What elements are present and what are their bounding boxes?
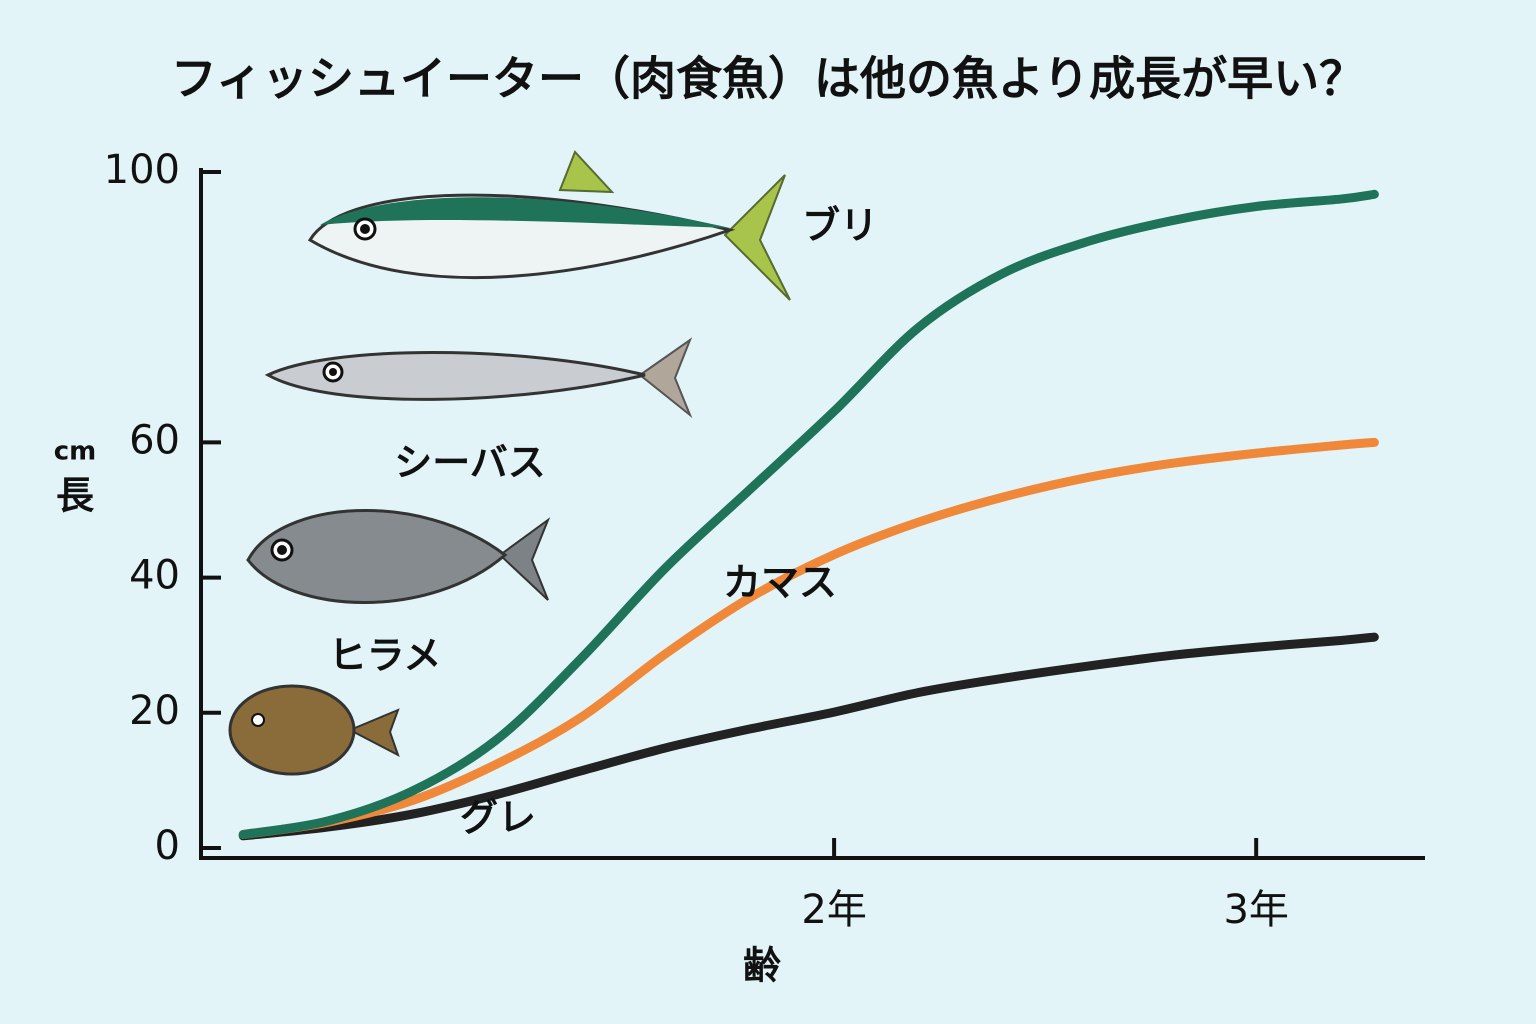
x-tick-label: 2年 (801, 887, 866, 933)
y-tick-label: 40 (129, 553, 180, 599)
series-label: ブリ (802, 204, 878, 248)
fish-grouper (246, 509, 551, 604)
fish-barracuda (264, 337, 693, 419)
y-axis-label: 長 (56, 474, 95, 518)
fish-yellowtail (307, 150, 791, 301)
y-tick-label: 60 (129, 417, 180, 463)
chart-title: フィッシュイーター（肉食魚）は他の魚より成長が早い？ (171, 52, 1365, 106)
y-tick-label: 0 (155, 823, 180, 869)
series-label: カマス (723, 561, 837, 605)
line-series (238, 632, 1379, 841)
x-tick-label: 3年 (1223, 887, 1288, 933)
series-label: グレ (460, 796, 536, 840)
fish-flounder (228, 684, 400, 776)
y-tick-label: 100 (104, 147, 180, 193)
x-axis-label: 齢 (743, 944, 781, 988)
line-series (238, 437, 1379, 839)
line-series (238, 189, 1379, 839)
y-unit: cm (54, 437, 97, 467)
annotation: ヒラメ (329, 634, 442, 678)
annotation: シーバス (394, 441, 546, 485)
y-tick-label: 20 (129, 688, 180, 734)
